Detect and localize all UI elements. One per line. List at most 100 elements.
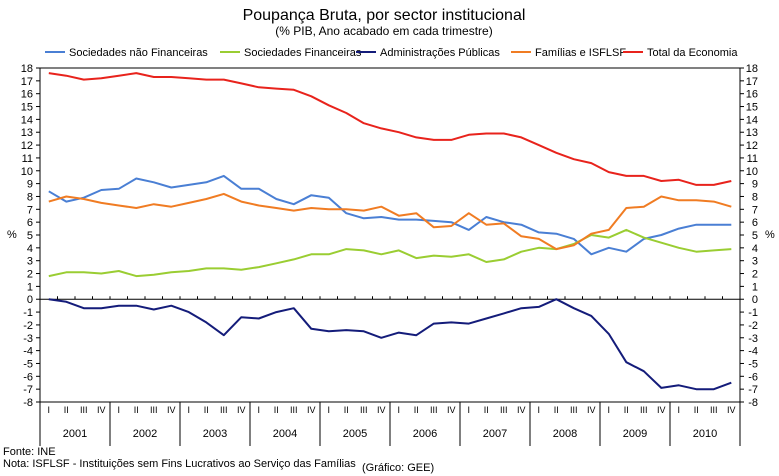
footer-source: Fonte: INE bbox=[3, 446, 56, 458]
quarter-label: II bbox=[624, 405, 629, 415]
y-tick-label-left: 1 bbox=[27, 281, 33, 293]
year-label: 2010 bbox=[693, 428, 717, 440]
y-tick-label-right: 0 bbox=[752, 294, 758, 306]
quarter-label: II bbox=[484, 405, 489, 415]
y-tick-label-right: 2 bbox=[752, 269, 758, 281]
quarter-label: IV bbox=[97, 405, 106, 415]
y-tick-label-right: 15 bbox=[746, 102, 758, 114]
y-tick-label-right: -4 bbox=[748, 346, 758, 358]
quarter-label: IV bbox=[167, 405, 176, 415]
y-tick-label-left: 14 bbox=[21, 114, 33, 126]
x-axis: I II III IV I II III IV I II III IV I II III IV I II III IV… bbox=[39, 296, 741, 446]
y-tick-label-right: -1 bbox=[748, 307, 758, 319]
y-tick-label-left: -6 bbox=[23, 371, 33, 383]
y-tick-label-right: 9 bbox=[752, 179, 758, 191]
y-tick-label-right: 1 bbox=[752, 281, 758, 293]
quarter-label: I bbox=[607, 405, 610, 415]
y-tick-label-left: 4 bbox=[27, 243, 33, 255]
y-tick-label-right: 8 bbox=[752, 191, 758, 203]
y-tick-label-right: -6 bbox=[748, 371, 758, 383]
series-lines bbox=[48, 72, 732, 391]
quarter-label: II bbox=[134, 405, 139, 415]
year-label: 2006 bbox=[413, 428, 437, 440]
chart-subtitle: (% PIB, Ano acabado em cada trimestre) bbox=[275, 24, 492, 38]
legend-label: Administrações Públicas bbox=[380, 47, 500, 59]
y-tick-label-left: 0 bbox=[27, 294, 33, 306]
chart-title: Poupança Bruta, por sector institucional bbox=[243, 7, 526, 24]
legend-label: Sociedades Financeiras bbox=[244, 47, 362, 59]
y-tick-label-right: 11 bbox=[747, 153, 758, 165]
quarter-label: II bbox=[414, 405, 419, 415]
series-line-sociedades-nao-financeiras bbox=[48, 174, 732, 256]
year-label: 2004 bbox=[273, 428, 297, 440]
quarter-label: I bbox=[467, 405, 470, 415]
y-tick-label-right: 16 bbox=[746, 89, 758, 101]
y-tick-label-left: 5 bbox=[27, 230, 33, 242]
y-tick-label-left: 8 bbox=[27, 191, 33, 203]
y-tick-label-left: 17 bbox=[21, 76, 33, 88]
quarter-label: IV bbox=[237, 405, 246, 415]
y-tick-label-right: -5 bbox=[748, 358, 758, 370]
series-line-sociedades-financeiras bbox=[48, 228, 732, 278]
y-tick-label-right: -3 bbox=[748, 333, 758, 345]
y-tick-label-right: 6 bbox=[752, 217, 758, 229]
y-tick-label-right: 4 bbox=[752, 243, 758, 255]
year-label: 2009 bbox=[623, 428, 647, 440]
quarter-label: III bbox=[640, 405, 648, 415]
quarter-label: I bbox=[257, 405, 260, 415]
quarter-label: IV bbox=[377, 405, 386, 415]
y-tick-label-right: 18 bbox=[746, 63, 758, 75]
series-line-familias-e-isflsf bbox=[48, 192, 732, 251]
legend-label: Total da Economia bbox=[647, 47, 738, 59]
quarter-label: III bbox=[80, 405, 88, 415]
y-tick-label-left: 10 bbox=[21, 166, 33, 178]
year-label: 2005 bbox=[343, 428, 367, 440]
quarter-label: II bbox=[64, 405, 69, 415]
y-tick-label-left: -7 bbox=[23, 384, 33, 396]
year-label: 2001 bbox=[63, 428, 87, 440]
year-label: 2002 bbox=[133, 428, 157, 440]
y-tick-label-left: 2 bbox=[27, 269, 33, 281]
y-axis-label-right: % bbox=[765, 229, 775, 241]
quarter-label: II bbox=[204, 405, 209, 415]
legend: Sociedades não Financeiras Sociedades Fin… bbox=[45, 47, 738, 59]
y-tick-label-right: 13 bbox=[746, 127, 758, 139]
quarter-label: IV bbox=[727, 405, 736, 415]
quarter-label: IV bbox=[447, 405, 456, 415]
quarter-label: III bbox=[570, 405, 578, 415]
quarter-label: IV bbox=[307, 405, 316, 415]
year-label: 2008 bbox=[553, 428, 577, 440]
plot-area bbox=[39, 67, 741, 403]
y-tick-label-left: 12 bbox=[21, 140, 33, 152]
quarter-label: IV bbox=[657, 405, 666, 415]
legend-label: Sociedades não Financeiras bbox=[69, 47, 208, 59]
quarter-label: I bbox=[47, 405, 50, 415]
y-tick-label-left: -4 bbox=[23, 346, 33, 358]
series-line-administracoes-publicas bbox=[48, 298, 732, 391]
quarter-label: III bbox=[150, 405, 158, 415]
y-tick-label-left: 16 bbox=[21, 89, 33, 101]
quarter-label: II bbox=[344, 405, 349, 415]
y-tick-label-right: 10 bbox=[746, 166, 758, 178]
footer-note: Nota: ISFLSF - Instituições sem Fins Luc… bbox=[3, 458, 356, 470]
legend-label: Famílias e ISFLSF bbox=[535, 47, 626, 59]
year-label: 2007 bbox=[483, 428, 507, 440]
y-tick-label-left: 15 bbox=[21, 102, 33, 114]
quarter-label: III bbox=[500, 405, 508, 415]
quarter-label: IV bbox=[517, 405, 526, 415]
quarter-label: II bbox=[554, 405, 559, 415]
y-tick-label-left: -5 bbox=[23, 358, 33, 370]
quarter-label: I bbox=[677, 405, 680, 415]
quarter-label: I bbox=[117, 405, 120, 415]
y-tick-label-left: -8 bbox=[23, 397, 33, 409]
y-tick-label-right: 17 bbox=[746, 76, 758, 88]
quarter-label: I bbox=[397, 405, 400, 415]
y-axis-label-left: % bbox=[7, 229, 17, 241]
y-tick-label-left: 18 bbox=[21, 63, 33, 75]
y-tick-label-left: -1 bbox=[23, 307, 33, 319]
y-tick-label-left: 13 bbox=[21, 127, 33, 139]
y-tick-label-right: 3 bbox=[752, 256, 758, 268]
quarter-label: I bbox=[187, 405, 190, 415]
quarter-label: II bbox=[274, 405, 279, 415]
